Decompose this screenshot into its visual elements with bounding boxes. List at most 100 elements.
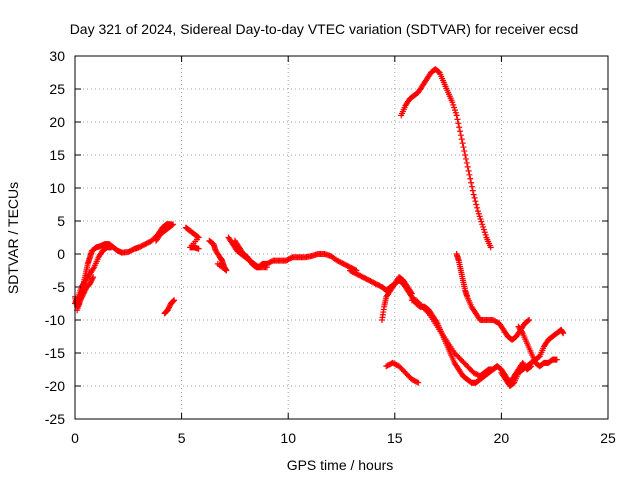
- data-point: [88, 276, 95, 283]
- data-point: [408, 289, 415, 296]
- data-point: [214, 260, 221, 267]
- data-point: [166, 304, 173, 311]
- data-point: [89, 275, 96, 282]
- data-point: [472, 198, 479, 205]
- series-arc-e: [161, 297, 178, 317]
- axis-ticks: [74, 55, 609, 420]
- data-point: [88, 278, 95, 285]
- data-point: [462, 152, 469, 158]
- data-point: [474, 208, 481, 215]
- grid: [75, 56, 608, 419]
- data-point: [194, 233, 201, 240]
- data-point: [79, 293, 86, 300]
- data-point: [455, 120, 462, 127]
- y-tick-labels: -25 -20 -15 -10 -5 0 5 10 15 20 25 30: [45, 48, 65, 427]
- data-point: [263, 264, 270, 271]
- data-point: [78, 294, 85, 301]
- series-arc-r: [515, 323, 560, 370]
- data-point: [468, 183, 475, 190]
- series-arc-o: [453, 251, 533, 343]
- series-arc-f: [182, 224, 202, 252]
- series-arc-c: [74, 274, 97, 314]
- data-point: [477, 216, 484, 223]
- data-point: [457, 128, 464, 135]
- data-point: [467, 175, 474, 182]
- y-tick-label: -25: [45, 411, 65, 427]
- data-point: [79, 291, 86, 298]
- data-point: [475, 210, 482, 217]
- data-point: [80, 290, 87, 297]
- series-arc-g: [206, 237, 230, 274]
- data-point: [171, 297, 178, 304]
- data-point: [108, 244, 115, 251]
- data-point: [459, 140, 466, 147]
- data-point: [468, 179, 475, 186]
- data-point: [169, 298, 176, 305]
- data-point: [451, 107, 458, 114]
- data-point: [456, 124, 463, 131]
- data-point: [476, 213, 483, 220]
- data-point: [452, 109, 459, 116]
- data-point: [90, 274, 97, 281]
- data-point: [480, 223, 487, 230]
- series-arc-j: [347, 267, 501, 386]
- series-arc-m: [398, 66, 494, 251]
- data-point: [87, 279, 94, 286]
- data-point: [453, 112, 460, 119]
- y-tick-label: 15: [49, 147, 65, 163]
- series-arc-d: [153, 221, 177, 244]
- data-point: [77, 297, 84, 304]
- y-tick-label: 20: [49, 114, 65, 130]
- data-marks: [72, 66, 567, 389]
- data-point: [474, 204, 481, 211]
- y-tick-label: -20: [45, 378, 65, 394]
- data-point: [469, 187, 476, 194]
- y-tick-label: 5: [57, 213, 65, 229]
- data-point: [461, 148, 468, 155]
- data-point: [415, 379, 422, 386]
- y-tick-label: 25: [49, 81, 65, 97]
- data-point: [449, 99, 456, 106]
- series-arc-k: [379, 274, 415, 323]
- data-point: [487, 244, 494, 251]
- x-tick-label: 15: [387, 430, 403, 446]
- x-axis-label: GPS time / hours: [287, 457, 394, 473]
- data-point: [457, 132, 464, 139]
- data-point: [165, 305, 172, 312]
- plot-frame: [74, 55, 609, 420]
- x-tick-label: 5: [178, 430, 186, 446]
- y-tick-label: 0: [57, 246, 65, 262]
- data-point: [460, 144, 467, 151]
- data-point: [525, 317, 532, 324]
- series-arc-i: [231, 237, 270, 271]
- x-tick-label: 20: [494, 430, 510, 446]
- data-point: [86, 280, 93, 287]
- series-arc-l: [408, 297, 484, 380]
- data-point: [408, 290, 415, 297]
- data-point: [164, 307, 171, 314]
- data-point: [480, 226, 487, 233]
- y-tick-label: -15: [45, 345, 65, 361]
- y-tick-label: -5: [53, 279, 66, 295]
- x-tick-label: 0: [71, 430, 79, 446]
- data-point: [450, 101, 457, 108]
- data-point: [481, 229, 488, 236]
- data-point: [82, 286, 89, 293]
- data-point: [170, 221, 177, 228]
- series-arc-n: [383, 359, 422, 386]
- data-point: [90, 265, 97, 272]
- data-point: [195, 245, 202, 252]
- y-tick-label: 30: [49, 48, 65, 64]
- data-point: [81, 287, 88, 294]
- data-point: [413, 379, 420, 386]
- data-point: [465, 167, 472, 174]
- data-point: [424, 309, 431, 316]
- y-tick-label: -10: [45, 312, 65, 328]
- data-point: [169, 221, 176, 228]
- data-point: [479, 221, 486, 228]
- x-tick-labels: 0 5 10 15 20 25: [71, 430, 616, 446]
- data-point: [73, 297, 80, 304]
- chart-title: Day 321 of 2024, Sidereal Day-to-day VTE…: [70, 21, 579, 37]
- x-tick-label: 25: [600, 430, 616, 446]
